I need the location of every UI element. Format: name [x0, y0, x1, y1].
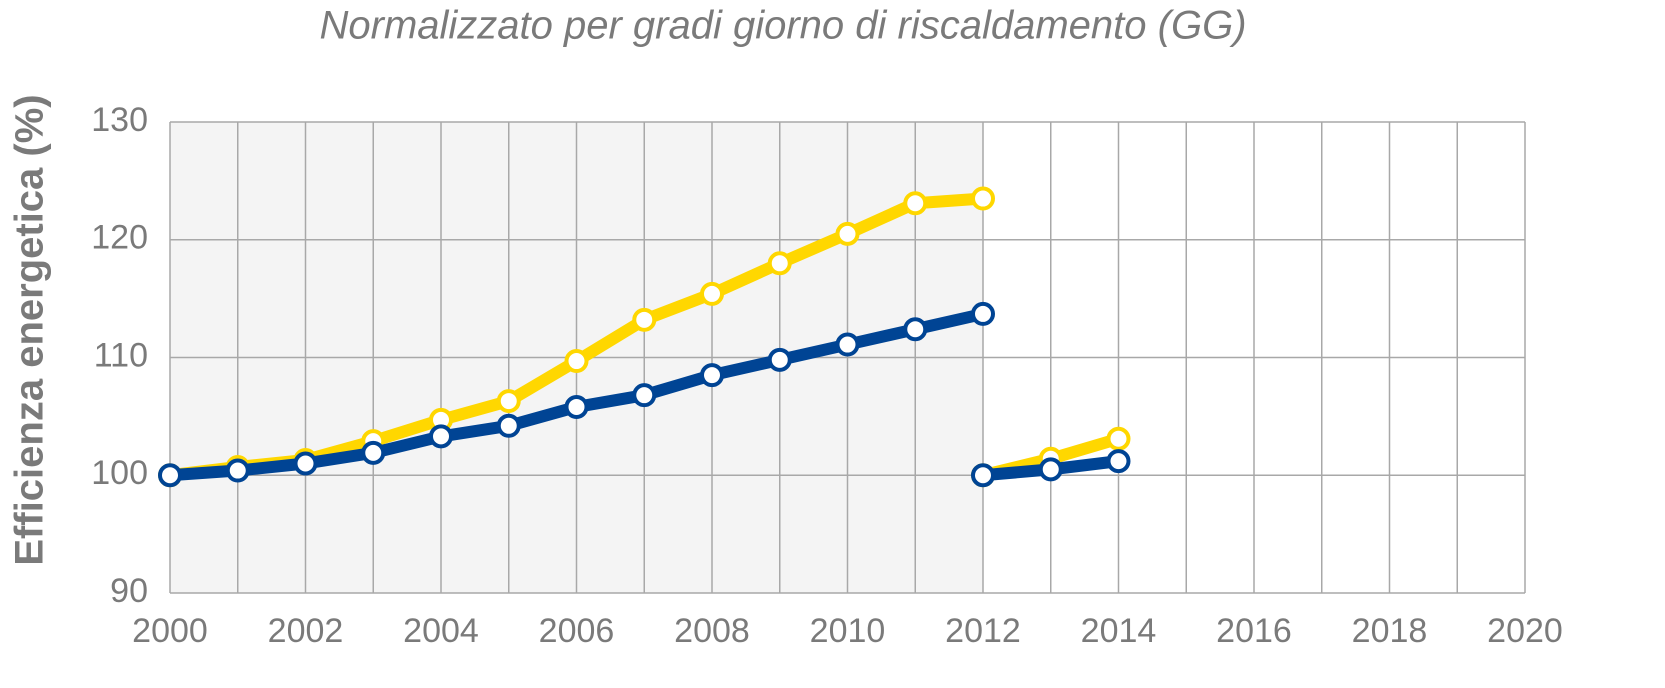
- x-tick-label: 2020: [1487, 612, 1563, 650]
- x-tick-label: 2006: [539, 612, 615, 650]
- x-tick-label: 2008: [674, 612, 750, 650]
- point: [700, 363, 724, 388]
- point: [835, 332, 860, 357]
- point: [361, 440, 386, 465]
- point: [767, 251, 792, 276]
- x-tick-label: 2016: [1216, 612, 1292, 650]
- point: [496, 413, 521, 438]
- point: [496, 389, 521, 414]
- point: [429, 424, 453, 449]
- point: [632, 307, 657, 332]
- point: [564, 394, 589, 419]
- x-tick-label: 2000: [132, 612, 208, 650]
- x-tick-label: 2010: [810, 612, 886, 650]
- x-tick-label: 2012: [945, 612, 1021, 650]
- y-axis-label: Efficienza energetica (%): [8, 94, 52, 565]
- y-tick-label: 130: [91, 101, 148, 139]
- point: [225, 458, 250, 483]
- point: [1106, 426, 1131, 451]
- y-tick-label: 110: [94, 336, 148, 374]
- x-tick-label: 2004: [403, 612, 479, 650]
- point: [632, 383, 657, 408]
- point: [1038, 457, 1063, 482]
- point: [903, 317, 928, 342]
- y-tick-label: 90: [110, 572, 148, 610]
- point: [700, 281, 724, 306]
- y-tick-label: 120: [91, 219, 148, 257]
- point: [293, 451, 318, 476]
- point: [903, 191, 928, 216]
- point: [767, 347, 792, 372]
- x-tick-label: 2018: [1352, 612, 1428, 650]
- point: [1106, 449, 1131, 474]
- point: [158, 463, 182, 488]
- point: [971, 463, 995, 488]
- point: [971, 301, 995, 326]
- point: [835, 221, 860, 246]
- x-tick-label: 2014: [1081, 612, 1157, 650]
- point: [564, 349, 589, 374]
- point: [971, 186, 995, 211]
- y-tick-label: 100: [91, 454, 148, 492]
- chart-title: Normalizzato per gradi giorno di riscald…: [319, 4, 1246, 48]
- x-tick-label: 2002: [268, 612, 344, 650]
